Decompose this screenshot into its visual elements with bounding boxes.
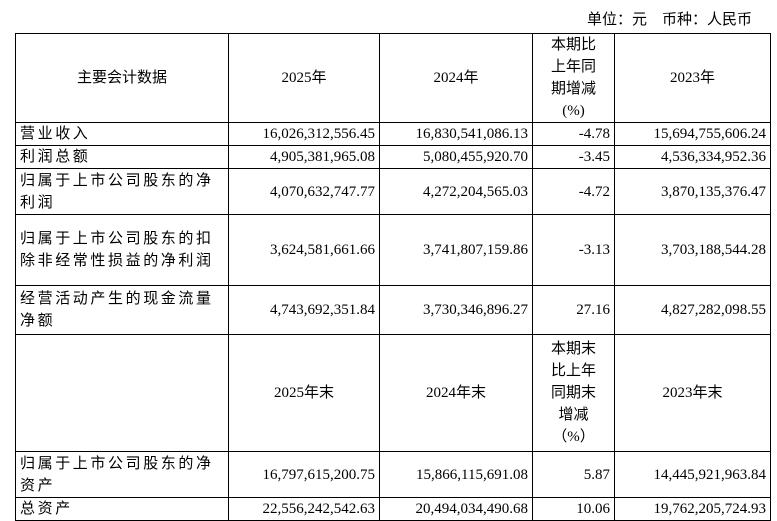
data-row: 经营活动产生的现金流量净额 4,743,692,351.84 3,730,346,8… (15, 285, 771, 335)
value-cell: 27.16 (532, 285, 615, 335)
value-cell: 4,536,334,952.36 (614, 145, 771, 169)
data-row: 营业收入 16,026,312,556.45 16,830,541,086.13 -4… (15, 122, 771, 146)
header-cell: 2024年末 (379, 334, 533, 452)
header-row: 2025年末 2024年末 本期末比上年同期末增减（%） 2023年末 (15, 334, 771, 452)
header-cell: 2023年 (614, 33, 771, 123)
header-cell: 本期末比上年同期末增减（%） (532, 334, 615, 452)
value-cell: 5,080,455,920.70 (379, 145, 533, 169)
row-label: 归属于上市公司股东的净利润 (15, 168, 229, 215)
header-cell: 2023年末 (614, 334, 771, 452)
row-label: 营业收入 (15, 122, 229, 146)
row-label: 总资产 (15, 497, 229, 521)
financial-table: 主要会计数据 2025年 2024年 本期比上年同期增减(%) 2023年 营业收入 16,… (15, 33, 771, 521)
value-cell: 15,694,755,606.24 (614, 122, 771, 146)
value-cell: 3,730,346,896.27 (379, 285, 533, 335)
value-cell: 3,624,581,661.66 (228, 214, 380, 286)
header-cell: 2025年末 (228, 334, 380, 452)
value-cell: -3.13 (532, 214, 615, 286)
value-cell: -4.78 (532, 122, 615, 146)
value-cell: -4.72 (532, 168, 615, 215)
header-cell: 2024年 (379, 33, 533, 123)
row-label: 归属于上市公司股东的扣除非经常性损益的净利润 (15, 214, 229, 286)
value-cell: 4,827,282,098.55 (614, 285, 771, 335)
data-row: 归属于上市公司股东的净利润 4,070,632,747.77 4,272,204,5… (15, 168, 771, 215)
value-cell: 4,272,204,565.03 (379, 168, 533, 215)
unit-note: 单位：元 币种：人民币 (586, 12, 752, 28)
value-cell: 3,703,188,544.28 (614, 214, 771, 286)
value-cell: 3,870,135,376.47 (614, 168, 771, 215)
value-cell: 22,556,242,542.63 (228, 497, 380, 521)
value-cell: 16,026,312,556.45 (228, 122, 380, 146)
value-cell: 4,070,632,747.77 (228, 168, 380, 215)
row-label: 归属于上市公司股东的净资产 (15, 451, 229, 498)
data-row: 归属于上市公司股东的净资产 16,797,615,200.75 15,866,115… (15, 451, 771, 498)
value-cell: -3.45 (532, 145, 615, 169)
row-label: 利润总额 (15, 145, 229, 169)
value-cell: 20,494,034,490.68 (379, 497, 533, 521)
value-cell: 19,762,205,724.93 (614, 497, 771, 521)
value-cell: 14,445,921,963.84 (614, 451, 771, 498)
value-cell: 4,905,381,965.08 (228, 145, 380, 169)
value-cell: 15,866,115,691.08 (379, 451, 533, 498)
row-label: 经营活动产生的现金流量净额 (15, 285, 229, 335)
header-row: 主要会计数据 2025年 2024年 本期比上年同期增减(%) 2023年 (15, 33, 771, 123)
value-cell: 16,830,541,086.13 (379, 122, 533, 146)
value-cell: 5.87 (532, 451, 615, 498)
header-cell (15, 334, 229, 452)
header-cell: 主要会计数据 (15, 33, 229, 123)
value-cell: 3,741,807,159.86 (379, 214, 533, 286)
header-cell: 本期比上年同期增减(%) (532, 33, 615, 123)
data-row: 利润总额 4,905,381,965.08 5,080,455,920.70 -3.4… (15, 145, 771, 169)
value-cell: 10.06 (532, 497, 615, 521)
data-row: 总资产 22,556,242,542.63 20,494,034,490.68 10.… (15, 497, 771, 521)
data-row: 归属于上市公司股东的扣除非经常性损益的净利润 3,624,581,661.66 3,… (15, 214, 771, 286)
header-cell: 2025年 (228, 33, 380, 123)
value-cell: 4,743,692,351.84 (228, 285, 380, 335)
value-cell: 16,797,615,200.75 (228, 451, 380, 498)
